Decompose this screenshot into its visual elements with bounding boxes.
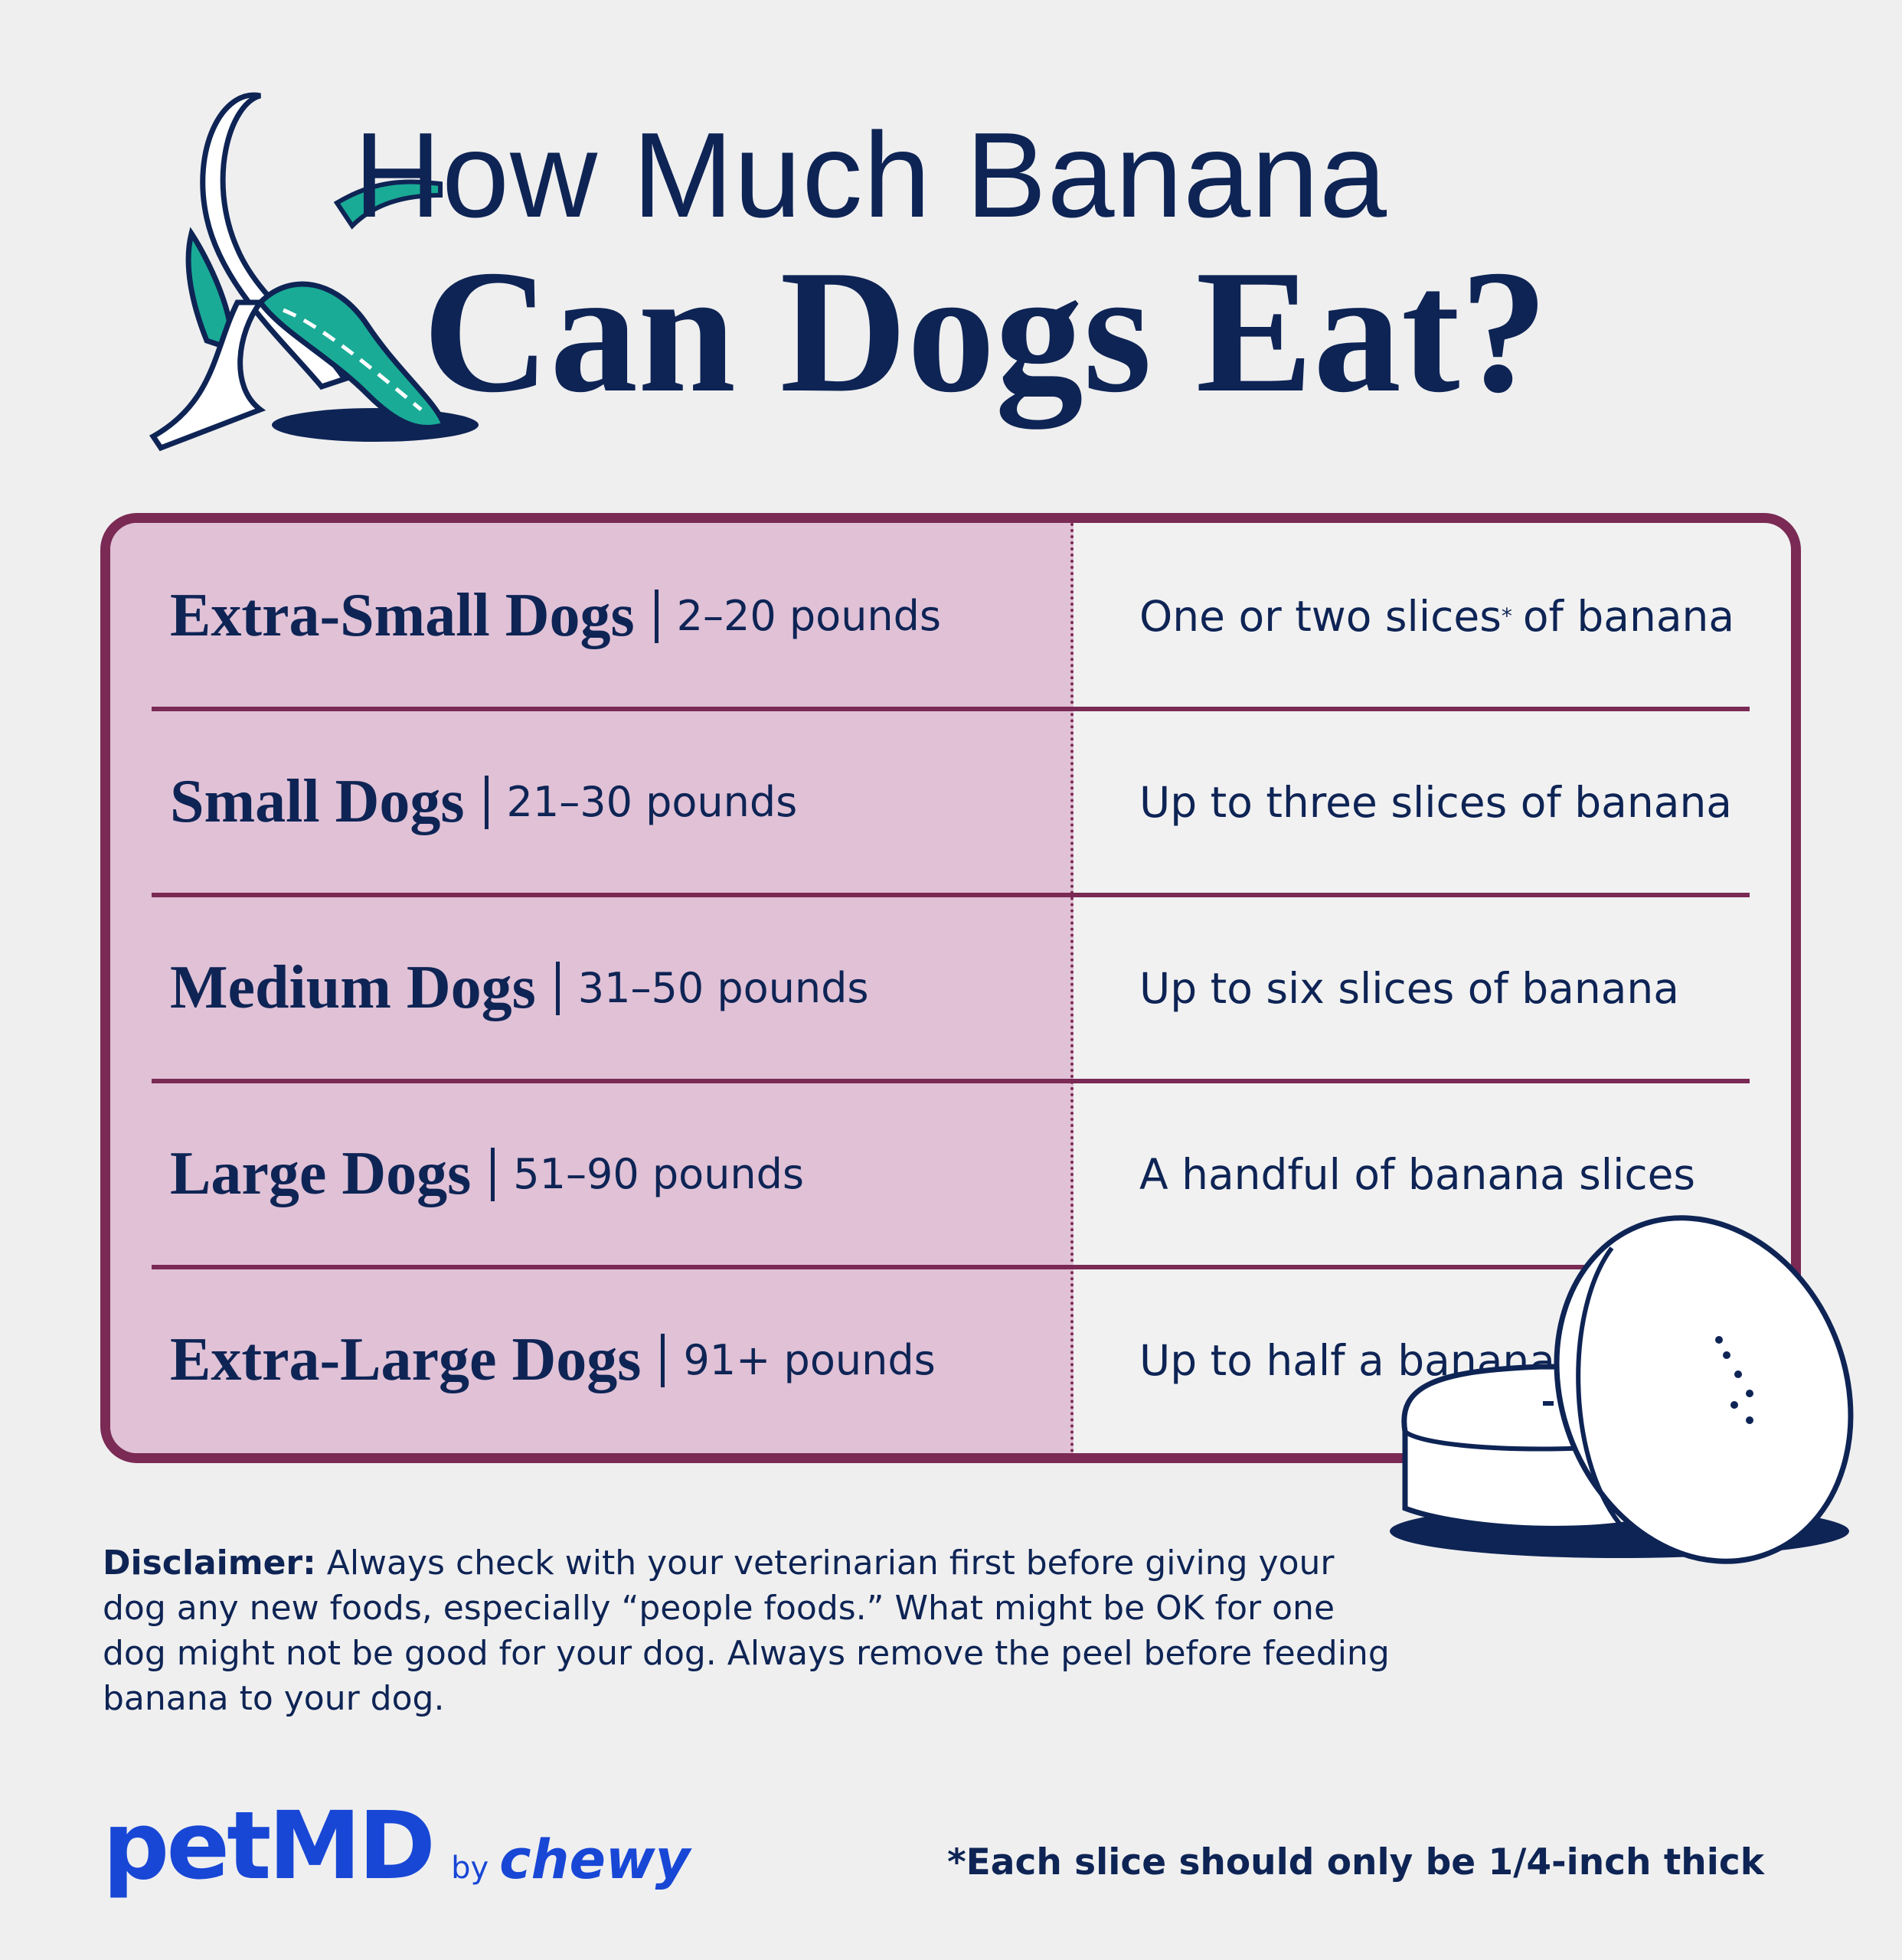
size-cell: Extra-Small Dogs 2–20 pounds [170, 523, 941, 709]
row-divider [152, 893, 1750, 897]
note-mark: * [1501, 603, 1512, 629]
amount-text: Up to six slices of banana [1139, 963, 1679, 1013]
logo[interactable]: petMD by chewy [103, 1792, 690, 1900]
by: by [451, 1851, 489, 1886]
amount-text: One or two slices [1139, 591, 1502, 641]
table-row: Extra-Small Dogs 2–20 pounds One or two sl… [110, 523, 1791, 709]
partner: chewy [499, 1828, 691, 1891]
amount-cell: One or two slices * of banana [1139, 523, 1734, 709]
size-cell: Large Dogs 51–90 pounds [170, 1081, 804, 1267]
disclaimer: Disclaimer: Always check with your veter… [103, 1540, 1404, 1721]
footnote: *Each slice should only be 1/4-inch thic… [947, 1841, 1764, 1883]
banana-illustration [149, 92, 479, 452]
size-label: Extra-Large Dogs [170, 1326, 642, 1393]
row-divider [152, 1265, 1750, 1269]
size-column [110, 523, 1074, 1453]
weight-label: 91+ pounds [661, 1333, 936, 1387]
banana-slices [1390, 1215, 1854, 1564]
table-row: Small Dogs 21–30 pounds Up to three slices… [110, 709, 1791, 895]
serving-table: Extra-Small Dogs 2–20 pounds One or two sl… [100, 513, 1801, 1463]
row-divider [152, 1079, 1750, 1083]
size-label: Large Dogs [170, 1140, 472, 1207]
weight-label: 21–30 pounds [484, 775, 797, 829]
size-label: Small Dogs [170, 768, 465, 835]
weight-label: 2–20 pounds [654, 589, 941, 643]
size-label: Extra-Small Dogs [170, 582, 635, 649]
title-line-2: Can Dogs Eat? [423, 234, 1548, 429]
disclaimer-label: Disclaimer: [103, 1544, 316, 1583]
weight-label: 31–50 pounds [555, 961, 869, 1015]
size-cell: Medium Dogs 31–50 pounds [170, 895, 869, 1081]
title-line-1: How Much Banana [354, 108, 1387, 243]
amount-cell: Up to three slices of banana [1139, 709, 1732, 895]
amount-text: A handful of banana slices [1139, 1149, 1696, 1199]
table-row: Medium Dogs 31–50 pounds Up to six slices … [110, 895, 1791, 1081]
disclaimer-text: Always check with your veterinarian firs… [103, 1544, 1390, 1718]
amount-cell: A handful of banana slices [1139, 1081, 1695, 1267]
amount-text-end: of banana [1522, 591, 1735, 641]
amount-cell: Up to six slices of banana [1139, 895, 1679, 1081]
size-cell: Extra-Large Dogs 91+ pounds [170, 1267, 936, 1453]
size-label: Medium Dogs [170, 954, 536, 1021]
row-divider [152, 707, 1750, 711]
amount-text: Up to three slices of banana [1139, 777, 1733, 827]
weight-label: 51–90 pounds [491, 1147, 804, 1201]
size-cell: Small Dogs 21–30 pounds [170, 709, 797, 895]
table-row: Large Dogs 51–90 pounds A handful of banan… [110, 1081, 1791, 1267]
brand: petMD [103, 1792, 436, 1900]
